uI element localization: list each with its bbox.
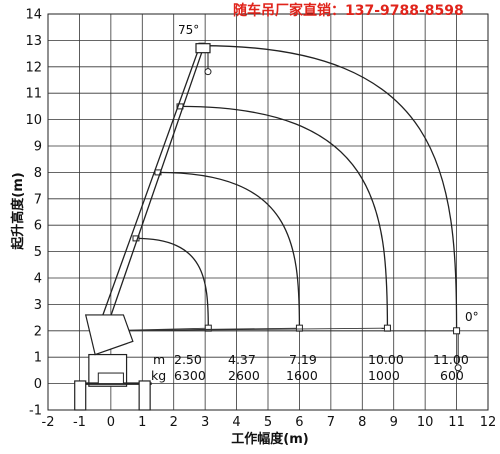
x-tick-label: 11 bbox=[448, 415, 465, 430]
angle-label-0: 0° bbox=[465, 310, 479, 324]
reach-arc bbox=[179, 105, 389, 329]
radius-value: 4.37 bbox=[228, 352, 256, 367]
y-tick-label: 13 bbox=[25, 34, 42, 49]
y-tick-label: 12 bbox=[25, 60, 42, 75]
x-tick-label: 6 bbox=[295, 415, 303, 430]
radius-value: 11.00 bbox=[433, 352, 469, 367]
boom-outline bbox=[97, 44, 201, 330]
x-tick-label: 12 bbox=[480, 415, 497, 430]
boom-head bbox=[195, 43, 211, 54]
radius-value: 7.19 bbox=[289, 352, 317, 367]
hook-block bbox=[383, 324, 391, 332]
hook-icon bbox=[204, 68, 212, 76]
load-value: 1600 bbox=[286, 368, 318, 383]
reach-arc bbox=[135, 237, 209, 329]
x-tick-label: 1 bbox=[138, 415, 146, 430]
x-tick-label: 10 bbox=[417, 415, 434, 430]
x-tick-label: 5 bbox=[264, 415, 272, 430]
y-tick-label: 5 bbox=[34, 245, 42, 260]
reach-arcs bbox=[101, 45, 461, 335]
y-tick-label: 10 bbox=[25, 113, 42, 128]
radius-value: 10.00 bbox=[368, 352, 404, 367]
load-value: 1000 bbox=[368, 368, 400, 383]
crane-boom bbox=[97, 42, 462, 372]
load-unit: kg bbox=[151, 368, 166, 383]
base-plate bbox=[97, 372, 124, 385]
radius-value: 2.50 bbox=[174, 352, 202, 367]
angle-label-75: 75° bbox=[178, 23, 199, 37]
y-axis-label: 起升高度(m) bbox=[10, 172, 26, 250]
y-tick-label: -1 bbox=[29, 404, 42, 419]
hook-block bbox=[295, 324, 303, 332]
y-tick-label: 9 bbox=[34, 140, 42, 155]
y-tick-label: 6 bbox=[34, 219, 42, 234]
truck-base bbox=[74, 314, 152, 411]
y-tick-label: 8 bbox=[34, 166, 42, 181]
x-tick-label: 4 bbox=[232, 415, 240, 430]
boom-outline bbox=[104, 46, 205, 333]
load-value: 600 bbox=[440, 368, 464, 383]
x-tick-label: 7 bbox=[327, 415, 335, 430]
x-tick-label: 9 bbox=[390, 415, 398, 430]
tick-labels: -2 -1 0 1 2 3 4 5 6 7 8 9 10 11 1214131211109876543210… bbox=[25, 8, 496, 431]
x-tick-label: 2 bbox=[170, 415, 178, 430]
load-value: 6300 bbox=[174, 368, 206, 383]
grid bbox=[47, 13, 489, 411]
outrigger-right bbox=[138, 380, 151, 411]
x-tick-label: 3 bbox=[201, 415, 209, 430]
y-tick-label: 14 bbox=[25, 8, 42, 23]
y-tick-label: 3 bbox=[34, 298, 42, 313]
x-tick-label: 0 bbox=[107, 415, 115, 430]
watermark-text: 随车吊厂家直销：137-9788-8598 bbox=[233, 2, 464, 19]
boom-section-joint bbox=[132, 235, 140, 242]
reach-arc bbox=[201, 45, 458, 331]
reach-arc bbox=[157, 171, 301, 329]
y-tick-label: 0 bbox=[34, 377, 42, 392]
y-tick-label: 4 bbox=[34, 272, 42, 287]
slewing-head bbox=[84, 314, 134, 356]
y-tick-label: 7 bbox=[34, 192, 42, 207]
load-value: 2600 bbox=[228, 368, 260, 383]
y-tick-label: 1 bbox=[34, 351, 42, 366]
x-tick-label: -1 bbox=[73, 415, 86, 430]
hook-icon bbox=[454, 364, 462, 372]
x-tick-label: 8 bbox=[358, 415, 366, 430]
radius-unit: m bbox=[153, 352, 165, 367]
outrigger-left bbox=[74, 380, 87, 411]
y-tick-label: 2 bbox=[34, 324, 42, 339]
hook-block bbox=[453, 327, 461, 335]
y-tick-label: 11 bbox=[25, 87, 42, 102]
x-tick-label: -2 bbox=[42, 415, 55, 430]
x-axis-label: 工作幅度(m) bbox=[231, 431, 308, 447]
